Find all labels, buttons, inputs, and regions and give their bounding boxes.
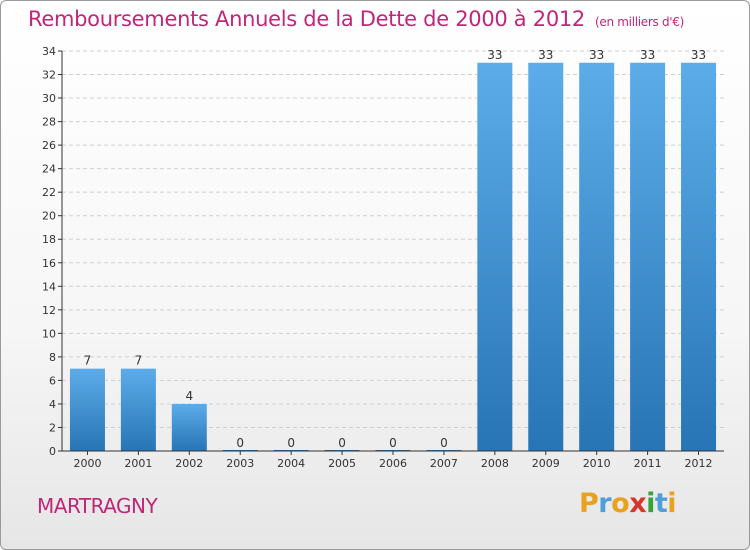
y-tick-label: 28 [42, 116, 56, 129]
data-label-2007: 0 [440, 436, 448, 450]
data-label-2012: 33 [691, 48, 706, 62]
data-label-2010: 33 [589, 48, 604, 62]
y-tick-label: 22 [42, 186, 56, 199]
x-tick-label-2005: 2005 [328, 457, 356, 470]
logo-letter: i [646, 488, 655, 519]
bar-2009 [528, 62, 564, 451]
data-label-2001: 7 [135, 354, 143, 368]
grid-lines [62, 50, 724, 428]
x-tick-label-2012: 2012 [685, 457, 713, 470]
x-tick-label-2004: 2004 [277, 457, 305, 470]
data-label-2003: 0 [236, 436, 244, 450]
bars [69, 62, 717, 451]
y-tick-label: 30 [42, 92, 56, 105]
y-tick-label: 0 [49, 445, 56, 458]
x-tick-label-2010: 2010 [583, 457, 611, 470]
chart-title: Remboursements Annuels de la Dette de 20… [28, 7, 684, 31]
commune-name: MARTRAGNY [37, 494, 158, 518]
logo-letter: P [579, 488, 599, 519]
y-tick-label: 14 [42, 280, 56, 293]
data-labels: 7 7 4 0 0 0 0 0 33 33 33 33 33 [84, 48, 707, 450]
data-label-2009: 33 [538, 48, 553, 62]
logo-letter: i [667, 488, 677, 519]
bar-2012 [681, 62, 717, 451]
bar-2000 [69, 368, 105, 451]
logo-letter: t [654, 488, 668, 519]
logo-letter: r [598, 488, 612, 519]
data-label-2005: 0 [338, 436, 346, 450]
data-label-2008: 33 [487, 48, 502, 62]
y-tick-label: 2 [49, 421, 56, 434]
y-tick-label: 20 [42, 210, 56, 223]
y-tick-label: 10 [42, 327, 56, 340]
bar-2001 [120, 368, 156, 451]
x-tick-label-2003: 2003 [226, 457, 254, 470]
bar-2010 [579, 62, 615, 451]
y-tick-label: 12 [42, 304, 56, 317]
y-tick-label: 16 [42, 257, 56, 270]
x-tick-label-2008: 2008 [481, 457, 509, 470]
x-tick-label-2006: 2006 [379, 457, 407, 470]
y-tick-label: 26 [42, 139, 56, 152]
bar-2011 [630, 62, 666, 451]
chart-title-text: Remboursements Annuels de la Dette de 20… [28, 7, 585, 31]
y-tick-label: 4 [49, 398, 56, 411]
y-tick-label: 24 [42, 163, 56, 176]
data-label-2002: 4 [185, 389, 193, 403]
data-label-2006: 0 [389, 436, 397, 450]
bar-2008 [477, 62, 513, 451]
x-tick-label-2009: 2009 [532, 457, 560, 470]
y-tick-label: 8 [49, 351, 56, 364]
y-tick-label: 18 [42, 233, 56, 246]
x-tick-label-2002: 2002 [175, 457, 203, 470]
x-tick-label-2001: 2001 [124, 457, 152, 470]
x-tick-label-2000: 2000 [73, 457, 101, 470]
chart-unit-label: (en milliers d'€) [595, 15, 685, 29]
data-label-2000: 7 [84, 354, 92, 368]
data-label-2004: 0 [287, 436, 295, 450]
logo-letter: x [629, 488, 647, 519]
proxiti-logo: Proxiti [579, 488, 677, 519]
y-tick-label: 34 [42, 45, 56, 58]
bar-2002 [171, 403, 207, 451]
data-label-2011: 33 [640, 48, 655, 62]
x-tick-label-2011: 2011 [634, 457, 662, 470]
y-tick-label: 6 [49, 374, 56, 387]
logo-letter: o [611, 488, 630, 519]
x-tick-label-2007: 2007 [430, 457, 458, 470]
y-tick-label: 32 [42, 69, 56, 82]
